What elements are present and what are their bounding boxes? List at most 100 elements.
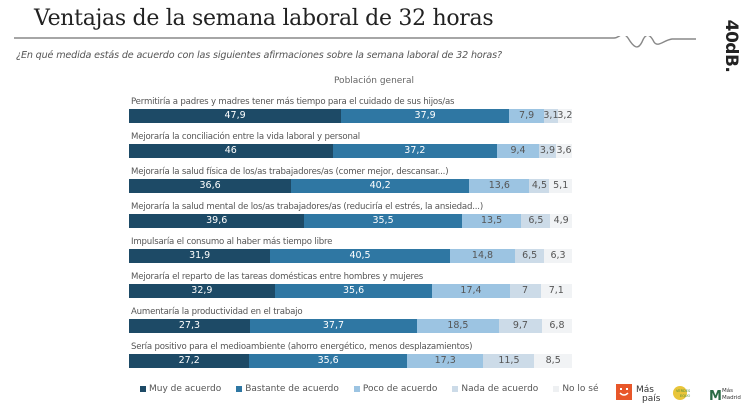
data-label-poco: 18,5: [447, 320, 469, 331]
svg-text:Más: Más: [636, 385, 654, 395]
bar-segment-bastante: [304, 214, 462, 228]
bar-segment-poco: [406, 354, 484, 368]
data-label-muy: 27,2: [178, 355, 200, 366]
data-label-nada: 3,1: [543, 110, 559, 121]
legend-item-nada: Nada de acuerdo: [452, 384, 538, 394]
bar-segment-nada: [515, 249, 545, 263]
bar-segment-muy: [129, 179, 292, 193]
data-label-bastante: 37,7: [322, 320, 345, 331]
data-label-nolose: 5,1: [553, 180, 569, 191]
bar-segment-bastante: [341, 109, 510, 123]
data-label-nada: 4,5: [531, 180, 547, 191]
svg-text:Madrid: Madrid: [722, 395, 741, 401]
data-label-bastante: 35,6: [343, 285, 365, 296]
party-logos: Más país VERDES EQUO M Más Madrid: [616, 384, 741, 404]
bar-segment-nolose: [540, 284, 572, 298]
legend-item-bastante: Bastante de acuerdo: [236, 384, 339, 394]
legend-item-poco: Poco de acuerdo: [353, 384, 437, 394]
category-label: Sería positivo para el medioambiente (ah…: [131, 342, 473, 352]
bar-segment-nolose: [549, 179, 572, 193]
data-label-nolose: 6,8: [549, 320, 565, 331]
legend-swatch-muy: [140, 386, 146, 392]
data-label-poco: 7,9: [519, 110, 535, 121]
verdes-equo-logo: VERDES EQUO: [673, 386, 691, 400]
data-label-poco: 13,6: [488, 180, 510, 191]
category-label: Aumentaría la productividad en el trabaj…: [131, 307, 303, 317]
bar-segment-poco: [449, 249, 516, 263]
data-label-nolose: 7,1: [548, 285, 564, 296]
data-label-nada: 9,7: [512, 320, 528, 331]
data-label-muy: 39,6: [206, 215, 228, 226]
bar-segment-poco: [509, 109, 545, 123]
bar-segment-nolose: [557, 109, 572, 123]
mas-madrid-logo: M Más Madrid: [709, 387, 741, 404]
data-label-nolose: 4,9: [553, 215, 569, 226]
bar-segment-nada: [483, 354, 535, 368]
bar-segment-bastante: [249, 354, 407, 368]
mas-pais-logo: Más país: [616, 384, 661, 404]
survey-question: ¿En qué medida estás de acuerdo con las …: [16, 50, 502, 61]
data-label-muy: 36,6: [199, 180, 221, 191]
population-label: Población general: [333, 76, 415, 86]
legend-swatch-bastante: [236, 386, 243, 392]
svg-text:Más: Más: [722, 387, 733, 394]
bar-segment-muy: [129, 249, 271, 263]
category-label: Permitiría a padres y madres tener más t…: [131, 97, 455, 107]
bar-segment-poco: [416, 319, 499, 333]
bar-segment-nada: [538, 144, 557, 158]
legend-swatch-nada: [452, 386, 459, 392]
legend-swatch-poco: [353, 386, 360, 392]
data-label-poco: 17,3: [434, 355, 456, 366]
brand-logo-40db: 40dB.: [721, 19, 741, 73]
legend-item-nolose: No lo sé: [553, 384, 599, 394]
svg-text:VERDES: VERDES: [676, 389, 691, 393]
bar-segment-muy: [129, 144, 333, 158]
data-label-nada: 11,5: [498, 355, 520, 366]
data-label-bastante: 35,6: [317, 355, 339, 366]
svg-text:EQUO: EQUO: [680, 394, 691, 398]
legend-item-muy: Muy de acuerdo: [140, 384, 221, 394]
bar-segment-nolose: [541, 319, 572, 333]
bar-segment-nolose: [534, 354, 572, 368]
legend: Muy de acuerdo Bastante de acuerdo Poco …: [140, 384, 599, 394]
bar-segment-poco: [461, 214, 522, 228]
data-label-nada: 6,5: [528, 215, 544, 226]
bar-segment-bastante: [274, 284, 433, 298]
category-label: Mejoraría el reparto de las tareas domés…: [131, 272, 424, 282]
data-label-muy: 47,9: [224, 110, 246, 121]
bar-segment-poco: [497, 144, 539, 158]
data-label-poco: 13,5: [481, 215, 503, 226]
data-label-muy: 32,9: [191, 285, 213, 296]
data-label-poco: 14,8: [471, 250, 494, 261]
data-label-bastante: 40,2: [369, 180, 391, 191]
data-label-muy: 46: [224, 145, 237, 156]
data-label-muy: 27,3: [178, 320, 201, 331]
data-label-nolose: 8,5: [545, 355, 561, 366]
bar-segment-nada: [544, 109, 558, 123]
bar-segment-muy: [129, 214, 305, 228]
category-label: Mejoraría la conciliación entre la vida …: [131, 132, 360, 142]
data-label-poco: 17,4: [460, 285, 482, 296]
data-label-poco: 9,4: [510, 145, 526, 156]
data-label-nolose: 6,3: [550, 250, 566, 261]
bar-segment-muy: [129, 109, 342, 123]
svg-text:país: país: [642, 394, 661, 404]
bar-segment-nada: [509, 284, 541, 298]
bar-segment-bastante: [270, 249, 450, 263]
data-label-bastante: 40,5: [349, 250, 371, 261]
data-label-nada: 7: [522, 285, 529, 296]
category-label: Mejoraría la salud mental de los/as trab…: [131, 202, 483, 212]
category-label: Mejoraría la salud física de los/as trab…: [131, 167, 449, 177]
bar-segment-nolose: [550, 214, 572, 228]
bar-segment-muy: [129, 284, 275, 298]
bar-segment-nolose: [544, 249, 572, 263]
bar-segment-poco: [469, 179, 530, 193]
bar-segment-nolose: [556, 144, 572, 158]
data-label-muy: 31,9: [189, 250, 211, 261]
bar-segment-poco: [432, 284, 510, 298]
data-label-nolose: 3,2: [557, 110, 573, 121]
bar-segment-muy: [129, 354, 250, 368]
bar-segment-nada: [498, 319, 542, 333]
data-label-nada: 6,5: [522, 250, 538, 261]
bar-segment-nada: [521, 214, 551, 228]
